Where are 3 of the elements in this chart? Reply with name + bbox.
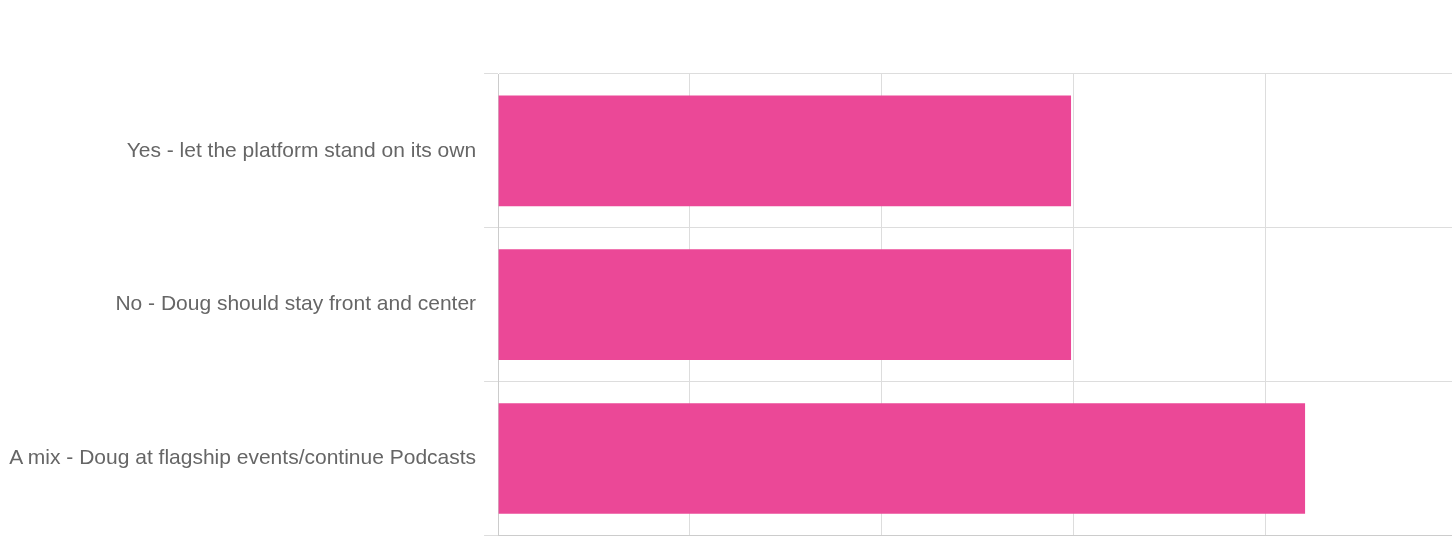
y-tick-label: A mix - Doug at flagship events/continue Podcasts xyxy=(9,445,477,469)
y-tick-label: Yes - let the platform stand on its own xyxy=(126,137,477,161)
y-tick-label: No - Doug should stay front and center xyxy=(115,291,477,315)
